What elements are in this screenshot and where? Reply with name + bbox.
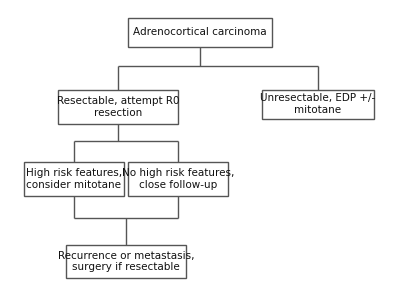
FancyBboxPatch shape [24,162,124,196]
FancyBboxPatch shape [128,162,228,196]
Text: Resectable, attempt R0
resection: Resectable, attempt R0 resection [57,96,179,118]
FancyBboxPatch shape [58,90,178,124]
Text: High risk features,
consider mitotane: High risk features, consider mitotane [26,168,122,190]
FancyBboxPatch shape [66,245,186,278]
Text: Unresectable, EDP +/-
mitotane: Unresectable, EDP +/- mitotane [260,93,376,115]
Text: Adrenocortical carcinoma: Adrenocortical carcinoma [133,27,267,37]
FancyBboxPatch shape [128,17,272,47]
Text: No high risk features,
close follow-up: No high risk features, close follow-up [122,168,234,190]
FancyBboxPatch shape [262,89,374,118]
Text: Recurrence or metastasis,
surgery if resectable: Recurrence or metastasis, surgery if res… [58,251,194,272]
